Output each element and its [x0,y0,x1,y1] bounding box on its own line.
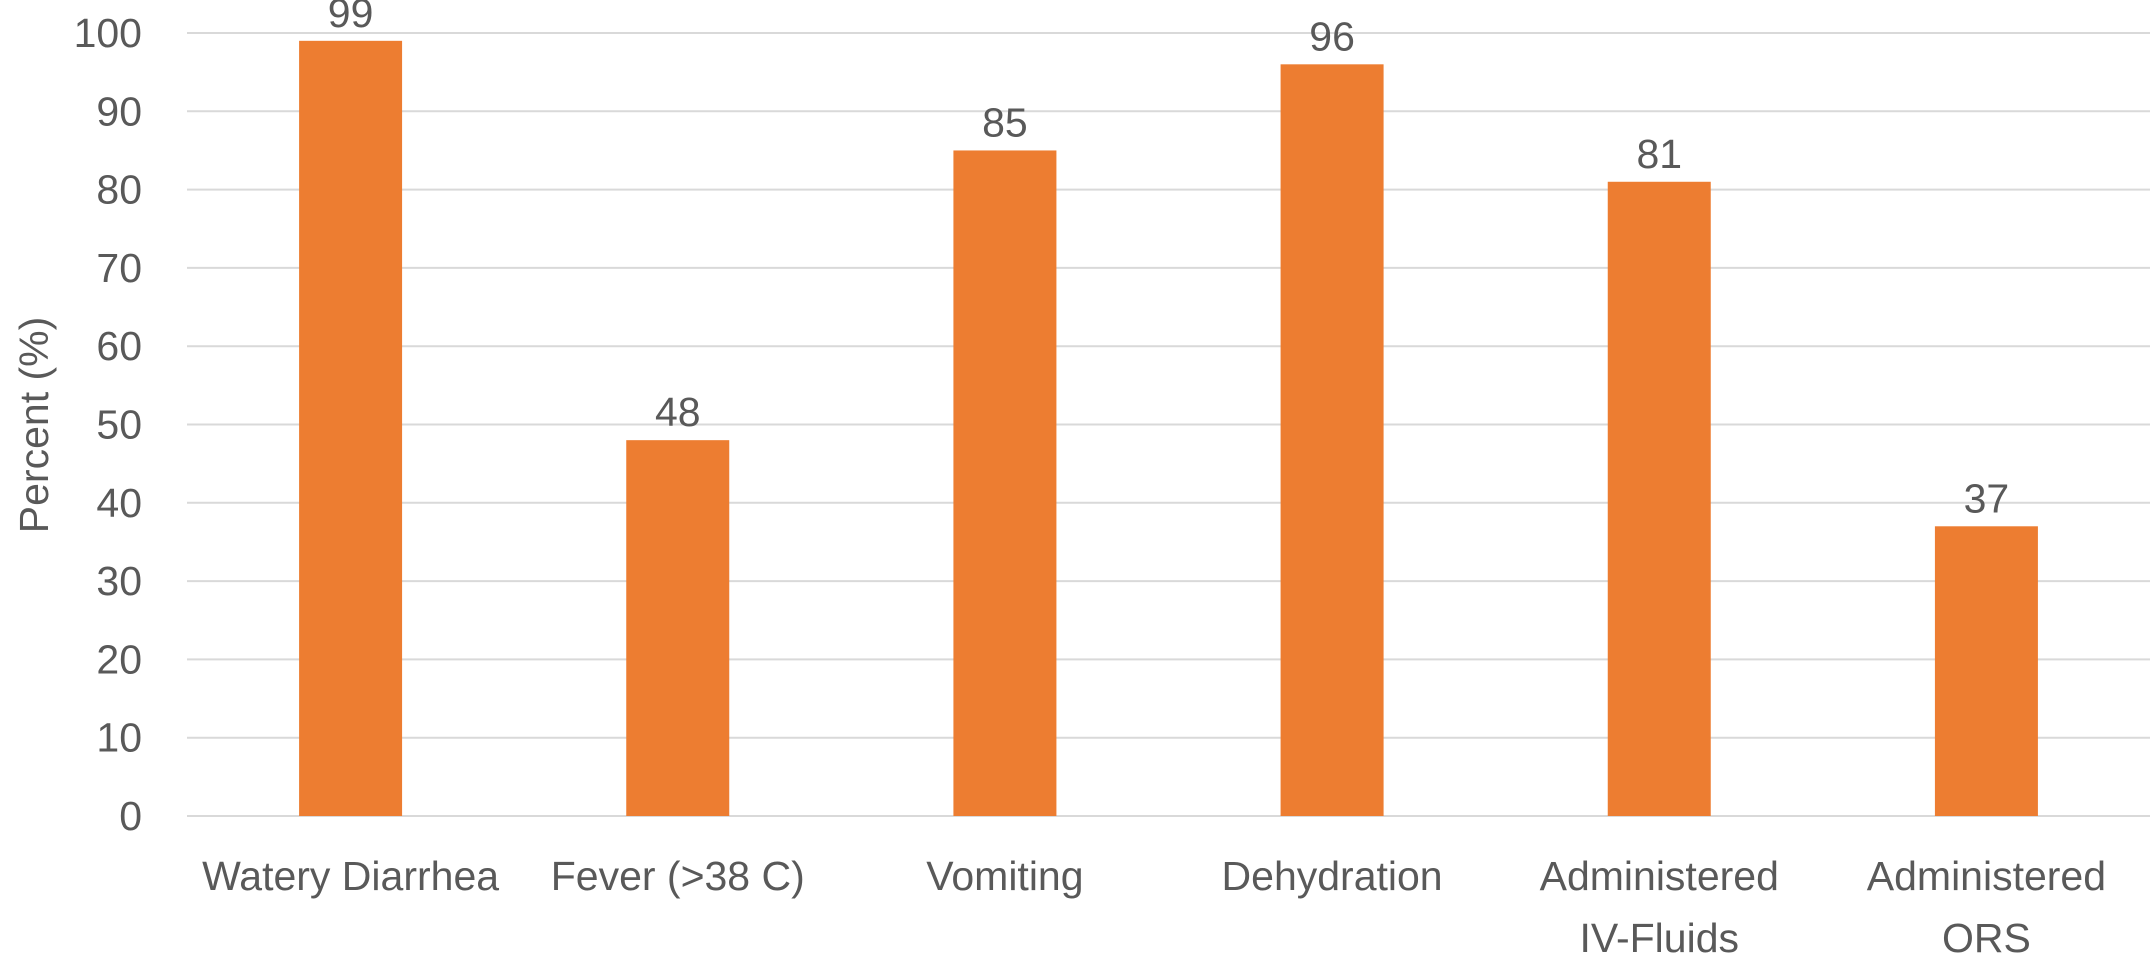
bar [1934,526,2038,816]
x-axis-labels: Watery Diarrhea Fever (>38 C) Vomiting Dehy… [202,853,2106,961]
y-tick-label: 70 [96,245,142,291]
x-category-label: Watery Diarrhea [202,853,499,899]
data-labels: 99 48 85 96 81 37 [328,0,2009,521]
data-label: 96 [1309,13,1355,59]
x-category-label: Administered [1867,853,2106,899]
data-label: 99 [328,0,374,36]
x-category-label: Fever (>38 C) [551,853,805,899]
grid-layer [187,32,2150,817]
bar [953,150,1057,816]
y-tick-label: 30 [96,558,142,604]
y-tick-label: 100 [74,10,142,56]
x-category-label: ORS [1942,915,2031,957]
y-tick-label: 40 [96,480,142,526]
y-tick-label: 0 [119,793,142,839]
bar [299,40,403,816]
y-axis-title: Percent (%) [11,317,57,533]
x-category-label: Dehydration [1222,853,1443,899]
data-label: 85 [982,99,1028,145]
y-tick-label: 90 [96,88,142,134]
y-tick-label: 10 [96,715,142,761]
data-label: 81 [1636,131,1682,177]
data-label: 48 [655,389,701,435]
y-axis-ticks: 0 10 20 30 40 50 60 70 80 90 100 [74,10,142,839]
y-tick-label: 60 [96,323,142,369]
x-category-label: IV-Fluids [1580,915,1740,957]
bar [1607,181,1711,816]
y-tick-label: 50 [96,402,142,448]
y-tick-label: 80 [96,167,142,213]
bar [626,440,730,816]
bars-layer [299,40,2038,816]
x-category-label: Administered [1540,853,1779,899]
data-label: 37 [1964,475,2010,521]
x-category-label: Vomiting [926,853,1083,899]
y-tick-label: 20 [96,636,142,682]
bar [1280,64,1384,816]
